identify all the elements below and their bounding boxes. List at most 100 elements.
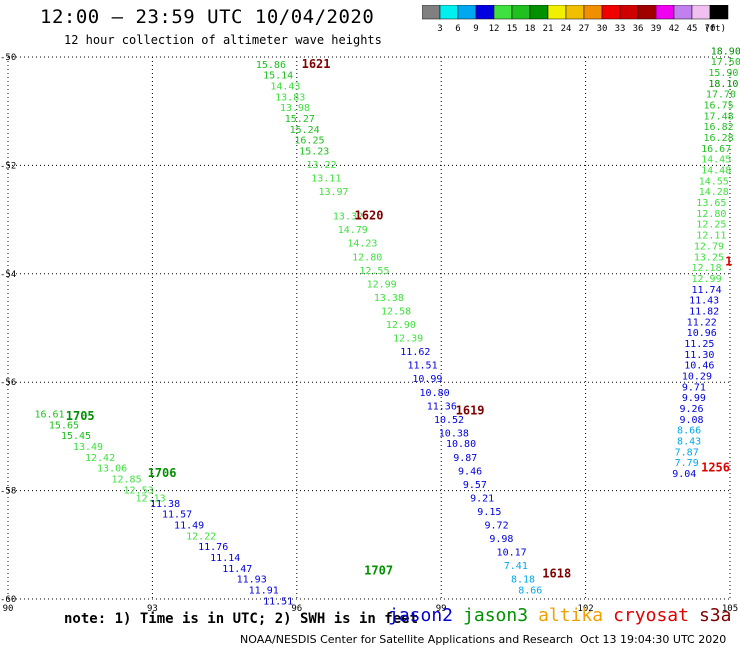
swh-value-label: 10.17 (497, 548, 527, 559)
x-tick-label: 96 (291, 604, 302, 614)
swh-value-label: 18.10 (708, 79, 738, 90)
swh-value-label: 12.39 (393, 334, 423, 345)
swh-value-label: 9.57 (463, 480, 487, 491)
swh-value-label: 14.43 (270, 82, 300, 93)
swh-value-label: 8.18 (511, 575, 535, 586)
swh-value-label: 10.52 (434, 415, 464, 426)
swh-value-label: 12.11 (696, 231, 726, 242)
color-bin-label: 9 (473, 24, 478, 34)
color-bin-label: 6 (455, 24, 460, 34)
swh-value-label: 9.98 (489, 534, 513, 545)
swh-value-label: 12.99 (367, 279, 397, 290)
color-bin-label: 42 (669, 24, 680, 34)
swh-value-label: 15.65 (49, 420, 79, 431)
swh-value-label: 11.25 (684, 339, 714, 350)
swh-value-label: 9.72 (485, 521, 509, 532)
swh-value-label: 8.66 (677, 426, 701, 437)
swh-value-label: 17.48 (704, 111, 734, 122)
swh-value-label: 9.26 (679, 404, 703, 415)
legend-item-altika: altika (538, 605, 604, 626)
swh-value-label: 11.49 (174, 521, 204, 532)
swh-value-label: 8.66 (518, 586, 542, 597)
swh-value-label: 11.74 (691, 285, 721, 296)
swh-value-label: 11.76 (198, 542, 228, 553)
swh-value-label: 15.86 (256, 60, 286, 71)
legend-item-cryosat: cryosat (613, 605, 689, 626)
swh-value-label: 8.43 (677, 437, 701, 448)
color-bin-label: 36 (633, 24, 644, 34)
swh-value-label: 10.46 (684, 361, 714, 372)
chart-subtitle: 12 hour collection of altimeter wave hei… (64, 33, 382, 47)
legend-item-jason3: jason3 (463, 605, 529, 626)
track-number-label: 1618 (542, 566, 571, 580)
color-bin-label: 30 (597, 24, 608, 34)
x-tick-label: 105 (722, 604, 738, 614)
swh-value-label: 14.23 (347, 239, 377, 250)
legend-item-s3a: s3a (698, 605, 732, 626)
swh-value-label: 7.87 (675, 447, 699, 458)
swh-value-label: 12.85 (111, 474, 141, 485)
swh-value-label: 10.80 (446, 439, 476, 450)
swh-value-label: 12.18 (691, 263, 721, 274)
swh-value-label: 15.90 (708, 68, 738, 79)
swh-value-label: 11.82 (689, 306, 719, 317)
swh-value-label: 13.22 (306, 160, 336, 171)
track-number-label: 1707 (364, 564, 393, 578)
swh-value-label: 12.53 (124, 485, 154, 496)
swh-value-label: 11.57 (162, 510, 192, 521)
color-bin-label: 39 (651, 24, 662, 34)
legend-item-jason2: jason2 (388, 605, 454, 626)
swh-value-label: 13.06 (97, 464, 127, 475)
swh-value-label: 11.62 (400, 347, 430, 358)
track-labels: 1621 1620 1619 1618 1705 1706 1707 1256 1 (66, 57, 733, 580)
swh-value-label: 13.11 (311, 174, 341, 185)
swh-value-label: 11.51 (263, 596, 293, 607)
color-bin-label: 24 (561, 24, 572, 34)
swh-value-label: 13.32 (333, 212, 363, 223)
swh-value-label: 14.45 (701, 155, 731, 166)
swh-value-label: 16.61 (34, 409, 64, 420)
track-number-label: 1621 (302, 57, 331, 71)
track-number-label: 1619 (456, 404, 485, 418)
x-tick-label: 93 (147, 604, 158, 614)
swh-value-label: 16.25 (294, 136, 324, 147)
swh-value-label: 9.15 (477, 507, 501, 518)
swh-value-label: 12.90 (386, 320, 416, 331)
color-bin-label: 12 (489, 24, 500, 34)
swh-value-label: 9.08 (679, 415, 703, 426)
chart-title: 12:00 – 23:59 UTC 10/04/2020 (40, 6, 375, 28)
swh-value-label: 10.99 (412, 374, 442, 385)
swh-value-label: 17.70 (706, 90, 736, 101)
track-number-label: 1620 (355, 209, 384, 223)
color-scale-legend: 3 6 9 12 15 18 21 24 27 30 33 36 39 42 45 70(ft) (422, 5, 729, 34)
track-number-label: 1 (725, 255, 732, 269)
swh-value-label: 12.80 (696, 209, 726, 220)
y-tick-label: -58 (0, 487, 16, 497)
swh-value-label: 11.43 (689, 296, 719, 307)
swh-value-label: 16.28 (704, 133, 734, 144)
swh-value-label: 7.41 (504, 561, 528, 572)
swh-value-label: 7.79 (675, 458, 699, 469)
color-bin-label: 3 (437, 24, 442, 34)
color-bin-label: 15 (507, 24, 518, 34)
swh-value-label: 11.51 (408, 361, 438, 372)
swh-value-label: 9.99 (682, 393, 706, 404)
swh-value-label: 12.25 (696, 220, 726, 231)
swh-value-label: 9.71 (682, 382, 706, 393)
track-number-label: 1705 (66, 409, 95, 423)
swh-value-label: 9.46 (458, 466, 482, 477)
swh-value-label: 13.98 (280, 103, 310, 114)
swh-value-label: 12.55 (359, 266, 389, 277)
swh-value-label: 15.23 (299, 147, 329, 158)
swh-value-label: 13.97 (318, 187, 348, 198)
swh-value-label: 9.04 (672, 469, 696, 480)
swh-value-label: 9.87 (453, 453, 477, 464)
grid (7, 56, 731, 600)
color-bin-label: 70 (705, 24, 716, 34)
swh-value-label: 16.82 (704, 122, 734, 133)
x-tick-label: 90 (3, 604, 14, 614)
swh-value-label: 12.22 (186, 531, 216, 542)
track-number-label: 1706 (148, 466, 177, 480)
swh-value-label: 13.65 (696, 198, 726, 209)
swh-value-label: 10.29 (682, 371, 712, 382)
